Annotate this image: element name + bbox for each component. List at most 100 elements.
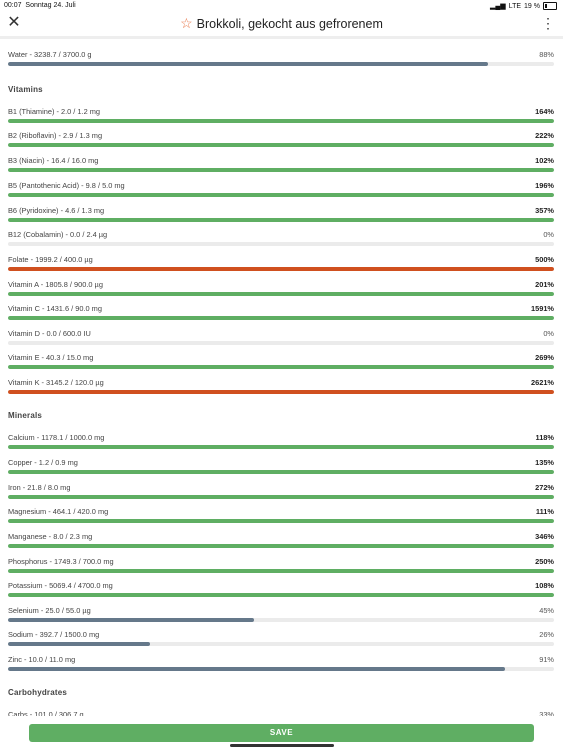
progress-track	[8, 495, 554, 499]
progress-fill	[8, 495, 554, 499]
nutrient-row[interactable]: Phosphorus - 1749.3 / 700.0 mg 250%	[8, 557, 554, 577]
nutrient-label: Zinc - 10.0 / 11.0 mg	[8, 655, 76, 664]
star-icon[interactable]: ☆	[180, 15, 193, 31]
nutrient-percent: 269%	[535, 353, 554, 362]
progress-fill	[8, 667, 505, 671]
nutrient-percent: 196%	[535, 181, 554, 190]
progress-track	[8, 593, 554, 597]
status-network: LTE	[508, 2, 522, 10]
progress-fill	[8, 470, 554, 474]
progress-track	[8, 218, 554, 222]
progress-track	[8, 193, 554, 197]
nutrient-row[interactable]: Calcium - 1178.1 / 1000.0 mg 118%	[8, 433, 554, 453]
nutrient-row[interactable]: Vitamin K - 3145.2 / 120.0 µg 2621%	[8, 378, 554, 398]
nutrient-percent: 88%	[539, 50, 554, 59]
nutrient-label: Potassium - 5069.4 / 4700.0 mg	[8, 581, 113, 590]
nutrient-percent: 250%	[535, 557, 554, 566]
home-indicator	[230, 744, 334, 747]
nutrient-percent: 102%	[535, 156, 554, 165]
progress-fill	[8, 365, 554, 369]
nutrient-label: B2 (Riboflavin) - 2.9 / 1.3 mg	[8, 131, 103, 140]
progress-fill	[8, 445, 554, 449]
progress-fill	[8, 267, 554, 271]
nutrient-row[interactable]: Folate - 1999.2 / 400.0 µg 500%	[8, 255, 554, 275]
nutrient-percent: 33%	[539, 710, 554, 716]
nutrient-row[interactable]: Vitamin A - 1805.8 / 900.0 µg 201%	[8, 280, 554, 300]
nutrient-percent: 357%	[535, 206, 554, 215]
progress-track	[8, 168, 554, 172]
nutrient-row[interactable]: Iron - 21.8 / 8.0 mg 272%	[8, 483, 554, 503]
nutrient-label: B3 (Niacin) - 16.4 / 16.0 mg	[8, 156, 99, 165]
progress-track	[8, 667, 554, 671]
progress-fill	[8, 569, 554, 573]
progress-track	[8, 365, 554, 369]
nutrient-row[interactable]: B12 (Cobalamin) - 0.0 / 2.4 µg 0%	[8, 230, 554, 250]
progress-track	[8, 519, 554, 523]
progress-track	[8, 642, 554, 646]
progress-track	[8, 544, 554, 548]
nutrient-row[interactable]: Vitamin D - 0.0 / 600.0 IU 0%	[8, 329, 554, 349]
nutrient-label: Calcium - 1178.1 / 1000.0 mg	[8, 433, 105, 442]
nutrient-label: Phosphorus - 1749.3 / 700.0 mg	[8, 557, 114, 566]
progress-fill	[8, 593, 554, 597]
nutrient-percent: 0%	[543, 230, 554, 239]
nutrient-row[interactable]: Copper - 1.2 / 0.9 mg 135%	[8, 458, 554, 478]
nutrient-row[interactable]: B1 (Thiamine) - 2.0 / 1.2 mg 164%	[8, 107, 554, 127]
progress-fill	[8, 168, 554, 172]
nutrient-row[interactable]: Magnesium - 464.1 / 420.0 mg 111%	[8, 507, 554, 527]
section-heading: Carbohydrates	[8, 688, 68, 697]
nutrient-row[interactable]: B2 (Riboflavin) - 2.9 / 1.3 mg 222%	[8, 131, 554, 151]
nutrient-percent: 108%	[535, 581, 554, 590]
progress-fill	[8, 193, 554, 197]
progress-fill	[8, 62, 489, 66]
progress-fill	[8, 618, 254, 622]
status-time: 00:07	[4, 2, 22, 9]
progress-track	[8, 470, 554, 474]
progress-track	[8, 143, 554, 147]
nutrient-row[interactable]: Potassium - 5069.4 / 4700.0 mg 108%	[8, 581, 554, 601]
progress-fill	[8, 316, 554, 320]
nutrient-percent: 164%	[535, 107, 554, 116]
nutrient-row[interactable]: Zinc - 10.0 / 11.0 mg 91%	[8, 655, 554, 675]
page-title-text: Brokkoli, gekocht aus gefrorenem	[196, 17, 383, 31]
nutrient-label: B5 (Pantothenic Acid) - 9.8 / 5.0 mg	[8, 181, 125, 190]
nutrient-label: Vitamin A - 1805.8 / 900.0 µg	[8, 280, 103, 289]
nutrient-percent: 346%	[535, 532, 554, 541]
nutrient-percent: 222%	[535, 131, 554, 140]
nutrient-row[interactable]: Manganese - 8.0 / 2.3 mg 346%	[8, 532, 554, 552]
nutrient-label: Vitamin D - 0.0 / 600.0 IU	[8, 329, 91, 338]
battery-icon	[543, 2, 557, 10]
nutrient-label: Water - 3238.7 / 3700.0 g	[8, 50, 92, 59]
progress-track	[8, 569, 554, 573]
nutrient-percent: 111%	[535, 507, 554, 516]
nutrient-row[interactable]: Water - 3238.7 / 3700.0 g 88%	[8, 50, 554, 70]
save-button[interactable]: SAVE	[29, 724, 534, 742]
nutrient-percent: 118%	[535, 433, 555, 442]
nutrient-row[interactable]: B5 (Pantothenic Acid) - 9.8 / 5.0 mg 196%	[8, 181, 554, 201]
nutrient-row[interactable]: Vitamin C - 1431.6 / 90.0 mg 1591%	[8, 304, 554, 324]
nutrient-label: Iron - 21.8 / 8.0 mg	[8, 483, 71, 492]
nutrient-label: Selenium - 25.0 / 55.0 µg	[8, 606, 91, 615]
progress-fill	[8, 143, 554, 147]
nutrient-label: Vitamin E - 40.3 / 15.0 mg	[8, 353, 94, 362]
nutrient-row[interactable]: Sodium - 392.7 / 1500.0 mg 26%	[8, 630, 554, 650]
signal-icon: ▂▄▆	[489, 3, 506, 10]
status-battery: 19 %	[524, 2, 540, 10]
nutrient-percent: 91%	[539, 655, 554, 664]
nutrient-row[interactable]: Carbs - 101.0 / 306.7 g 33%	[8, 710, 554, 716]
nutrient-percent: 26%	[539, 630, 554, 639]
progress-fill	[8, 642, 150, 646]
progress-track	[8, 390, 554, 394]
progress-fill	[8, 544, 554, 548]
nutrient-row[interactable]: B6 (Pyridoxine) - 4.6 / 1.3 mg 357%	[8, 206, 554, 226]
more-vertical-icon[interactable]: ⋮	[541, 15, 555, 31]
nutrient-list[interactable]: Water - 3238.7 / 3700.0 g 88% Vitamins B1 (…	[0, 40, 563, 716]
section-heading: Vitamins	[8, 85, 43, 94]
nutrient-row[interactable]: B3 (Niacin) - 16.4 / 16.0 mg 102%	[8, 156, 554, 176]
header-divider	[0, 36, 563, 39]
nutrient-percent: 2621%	[530, 378, 554, 387]
nutrient-row[interactable]: Selenium - 25.0 / 55.0 µg 45%	[8, 606, 554, 626]
progress-track	[8, 119, 554, 123]
close-icon[interactable]: ✕	[7, 14, 21, 31]
nutrient-row[interactable]: Vitamin E - 40.3 / 15.0 mg 269%	[8, 353, 554, 373]
